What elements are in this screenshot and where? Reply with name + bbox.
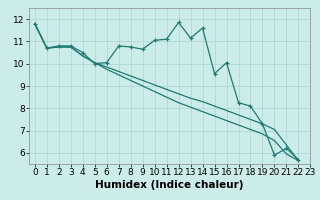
X-axis label: Humidex (Indice chaleur): Humidex (Indice chaleur) [95, 180, 244, 190]
